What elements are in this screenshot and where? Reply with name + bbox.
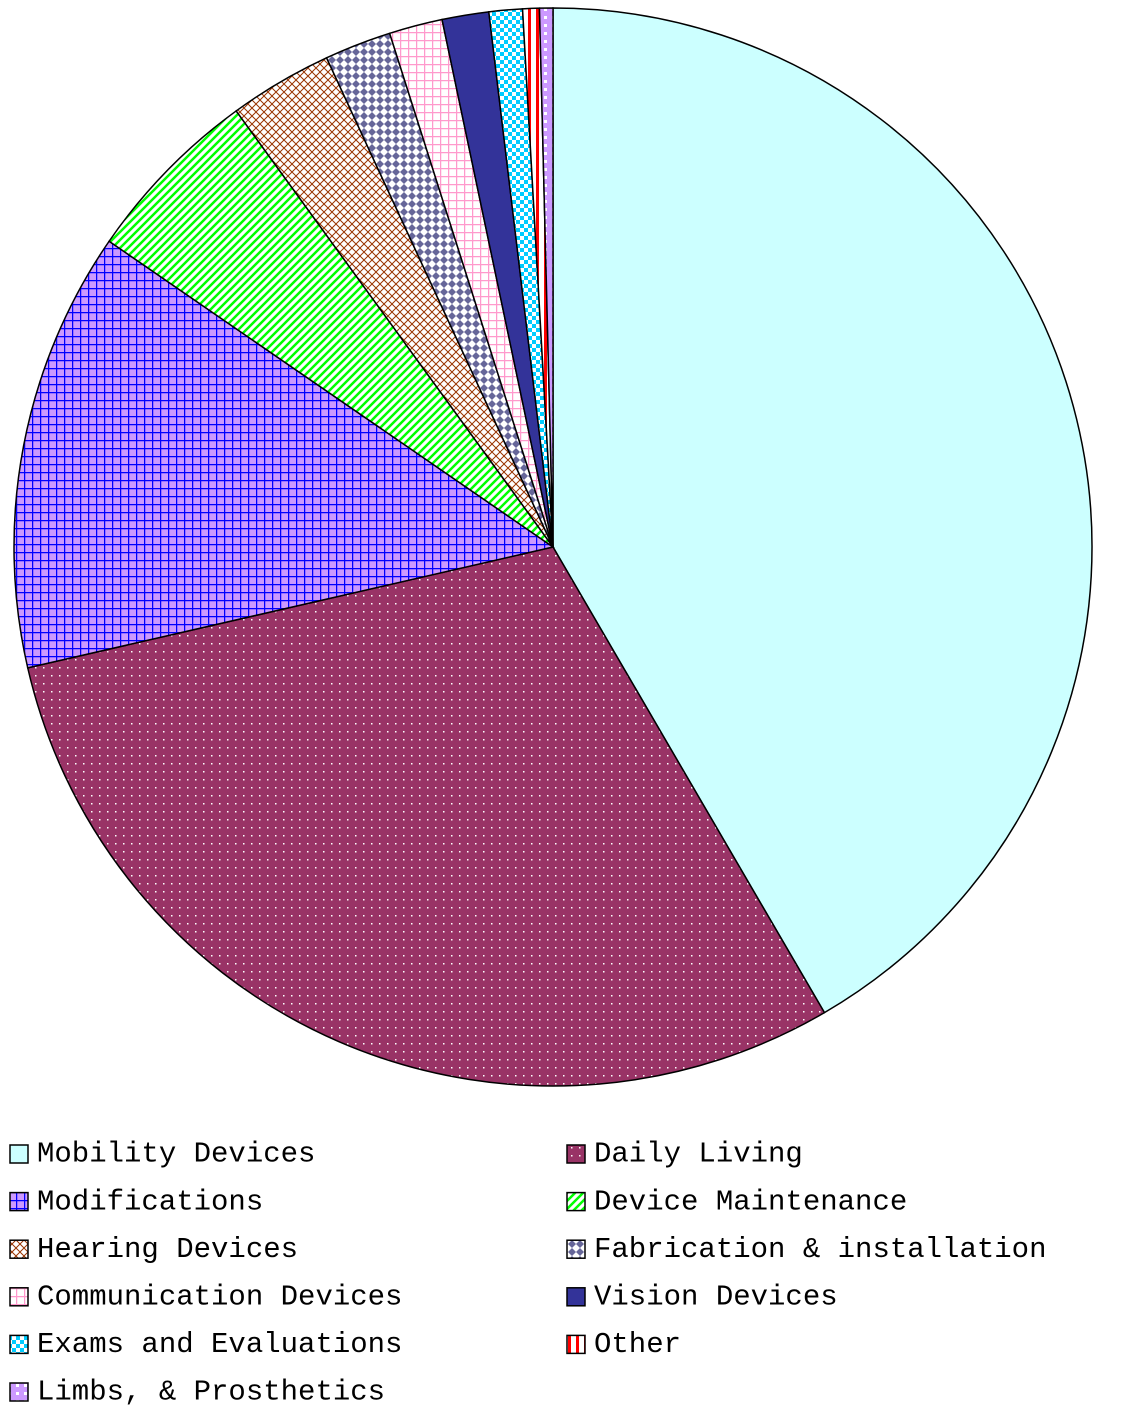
legend-swatch [9, 1239, 29, 1259]
pie-slice [538, 7, 554, 548]
legend-label: Other [594, 1328, 681, 1361]
legend-label: Mobility Devices [37, 1138, 315, 1171]
legend-swatch [9, 1191, 29, 1212]
legend-swatch [9, 1382, 29, 1402]
legend-label: Vision Devices [594, 1280, 838, 1313]
legend-label: Hearing Devices [37, 1233, 298, 1266]
legend-label: Device Maintenance [594, 1185, 907, 1218]
legend-label: Modifications [37, 1185, 263, 1218]
legend-swatch [566, 1334, 586, 1355]
legend-label: Fabrication & installation [594, 1233, 1046, 1266]
pie-slice [552, 7, 1093, 1014]
legend-label: Exams and Evaluations [37, 1328, 402, 1361]
pie-slice [26, 546, 826, 1087]
legend-swatch [9, 1144, 29, 1164]
legend-swatch [9, 1287, 29, 1307]
legend-label: Limbs, & Prosthetics [37, 1376, 385, 1407]
legend-swatch [566, 1287, 586, 1307]
legend-swatch [9, 1334, 29, 1355]
pie-slice [108, 109, 554, 548]
legend-label: Daily Living [594, 1138, 803, 1171]
legend-label: Communication Devices [37, 1280, 402, 1313]
legend-swatch [566, 1239, 586, 1259]
pie-slice [13, 240, 555, 669]
legend-swatch [566, 1144, 586, 1164]
legend-swatch [566, 1191, 586, 1212]
